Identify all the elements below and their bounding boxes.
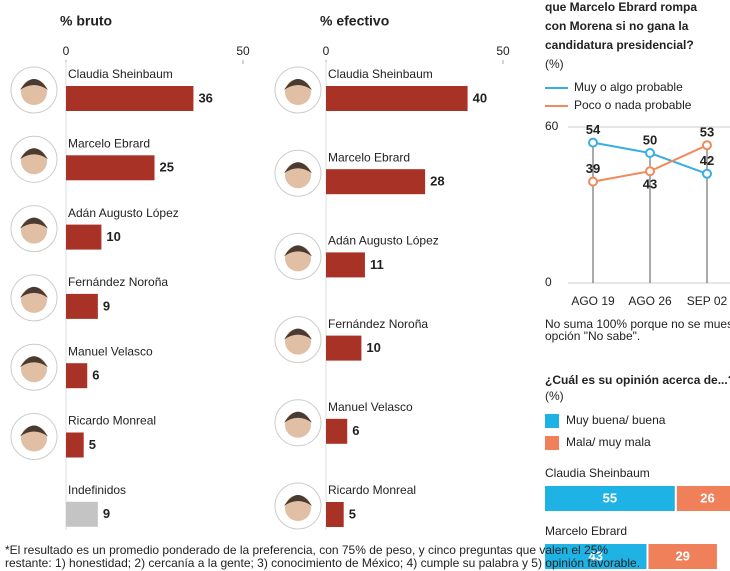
chart-title: % efectivo [320, 13, 389, 29]
legend-swatch [545, 436, 559, 450]
value-label: 39 [586, 161, 600, 176]
x-tick-label: AGO 19 [571, 294, 615, 308]
bar [66, 294, 98, 319]
chart-title: que Marcelo Ebrard rompa [545, 0, 697, 14]
value-label: 42 [700, 153, 714, 168]
value-label: 43 [643, 177, 657, 192]
value-label: 6 [92, 368, 99, 383]
legend-swatch [545, 414, 559, 428]
value-label: 29 [675, 548, 689, 563]
point [703, 170, 711, 178]
bar [326, 419, 347, 444]
y-tick-label: 0 [545, 275, 552, 289]
category-label: Manuel Velasco [68, 344, 153, 358]
category-label: Ricardo Monreal [68, 414, 156, 428]
bar [66, 502, 98, 527]
bar [326, 252, 365, 277]
value-label: 5 [89, 437, 96, 452]
point [589, 178, 597, 186]
value-label: 50 [643, 132, 657, 147]
bar [66, 86, 193, 111]
value-label: 9 [103, 506, 110, 521]
value-label: 40 [473, 90, 487, 105]
legend-label: Poco o nada probable [574, 98, 692, 112]
x-tick-label: 50 [496, 44, 510, 58]
x-tick-label: 0 [323, 44, 330, 58]
value-label: 54 [586, 122, 601, 137]
category-label: Ricardo Monreal [328, 483, 416, 497]
bar [66, 363, 87, 388]
value-label: 5 [349, 506, 356, 521]
category-label: Fernández Noroña [328, 317, 428, 331]
bar [326, 86, 468, 111]
chart-subtitle: (%) [545, 389, 564, 403]
value-label: 11 [370, 257, 384, 272]
value-label: 26 [700, 490, 714, 505]
value-label: 6 [352, 423, 359, 438]
point [589, 139, 597, 147]
bar [326, 169, 425, 194]
category-label: Adán Augusto López [328, 234, 439, 248]
x-tick-label: 0 [63, 44, 70, 58]
category-label: Claudia Sheinbaum [68, 67, 173, 81]
bar [66, 225, 101, 250]
value-label: 10 [106, 229, 120, 244]
bar [66, 155, 155, 180]
value-label: 25 [160, 160, 174, 175]
point [646, 149, 654, 157]
value-label: 53 [700, 125, 714, 140]
legend-label: Mala/ muy mala [566, 435, 651, 449]
point [703, 141, 711, 149]
x-tick-label: AGO 26 [628, 294, 672, 308]
chart-title: ¿Cuál es su opinión acerca de...? [545, 373, 730, 387]
chart-title: % bruto [60, 13, 112, 29]
value-label: 9 [103, 298, 110, 313]
infographic: % bruto050Claudia Sheinbaum36Marcelo Ebr… [0, 0, 730, 571]
category-label: Adán Augusto López [68, 206, 179, 220]
value-label: 10 [366, 340, 380, 355]
chart-title: con Morena si no gana la [545, 19, 689, 33]
x-tick-label: 50 [236, 44, 250, 58]
category-label: Fernández Noroña [68, 275, 168, 289]
note: opción "No sabe". [545, 329, 640, 343]
chart-title: (%) [545, 57, 564, 71]
value-label: 55 [603, 490, 617, 505]
category-label: Claudia Sheinbaum [328, 67, 433, 81]
category-label: Claudia Sheinbaum [545, 466, 650, 480]
bar [66, 433, 84, 458]
legend-label: Muy o algo probable [574, 80, 683, 94]
footnote: restante: 1) honestidad; 2) cercanía a l… [5, 556, 640, 570]
category-label: Marcelo Ebrard [68, 136, 150, 150]
category-label: Marcelo Ebrard [328, 150, 410, 164]
value-label: 36 [198, 90, 212, 105]
x-tick-label: SEP 02 [687, 294, 728, 308]
category-label: Manuel Velasco [328, 400, 413, 414]
chart-title: candidatura presidencial? [545, 38, 694, 52]
category-label: Indefinidos [68, 483, 126, 497]
bar [326, 336, 361, 361]
category-label: Marcelo Ebrard [545, 524, 627, 538]
footnote: *El resultado es un promedio ponderado d… [5, 543, 608, 557]
value-label: 28 [430, 174, 444, 189]
y-tick-label: 60 [545, 119, 559, 133]
point [646, 167, 654, 175]
bar [326, 502, 344, 527]
legend-label: Muy buena/ buena [566, 413, 666, 427]
